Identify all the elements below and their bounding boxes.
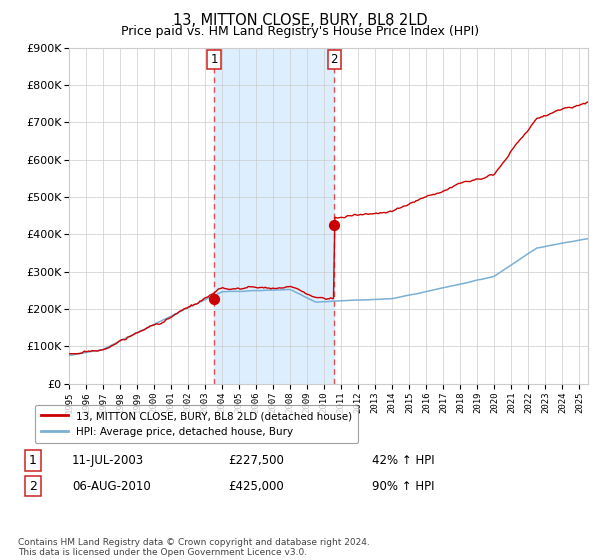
Text: 1: 1 [211, 53, 218, 66]
Text: Price paid vs. HM Land Registry's House Price Index (HPI): Price paid vs. HM Land Registry's House … [121, 25, 479, 38]
Text: 90% ↑ HPI: 90% ↑ HPI [372, 479, 434, 493]
Point [209, 294, 219, 303]
Text: 13, MITTON CLOSE, BURY, BL8 2LD: 13, MITTON CLOSE, BURY, BL8 2LD [173, 13, 427, 29]
Text: 2: 2 [29, 479, 37, 493]
Point [329, 221, 339, 230]
Text: 06-AUG-2010: 06-AUG-2010 [72, 479, 151, 493]
Text: 42% ↑ HPI: 42% ↑ HPI [372, 454, 434, 467]
Legend: 13, MITTON CLOSE, BURY, BL8 2LD (detached house), HPI: Average price, detached h: 13, MITTON CLOSE, BURY, BL8 2LD (detache… [35, 405, 358, 444]
Text: 2: 2 [331, 53, 338, 66]
Text: 11-JUL-2003: 11-JUL-2003 [72, 454, 144, 467]
Bar [214, 48, 334, 384]
Text: Contains HM Land Registry data © Crown copyright and database right 2024.
This d: Contains HM Land Registry data © Crown c… [18, 538, 370, 557]
Text: £227,500: £227,500 [228, 454, 284, 467]
Text: 1: 1 [29, 454, 37, 467]
Text: £425,000: £425,000 [228, 479, 284, 493]
